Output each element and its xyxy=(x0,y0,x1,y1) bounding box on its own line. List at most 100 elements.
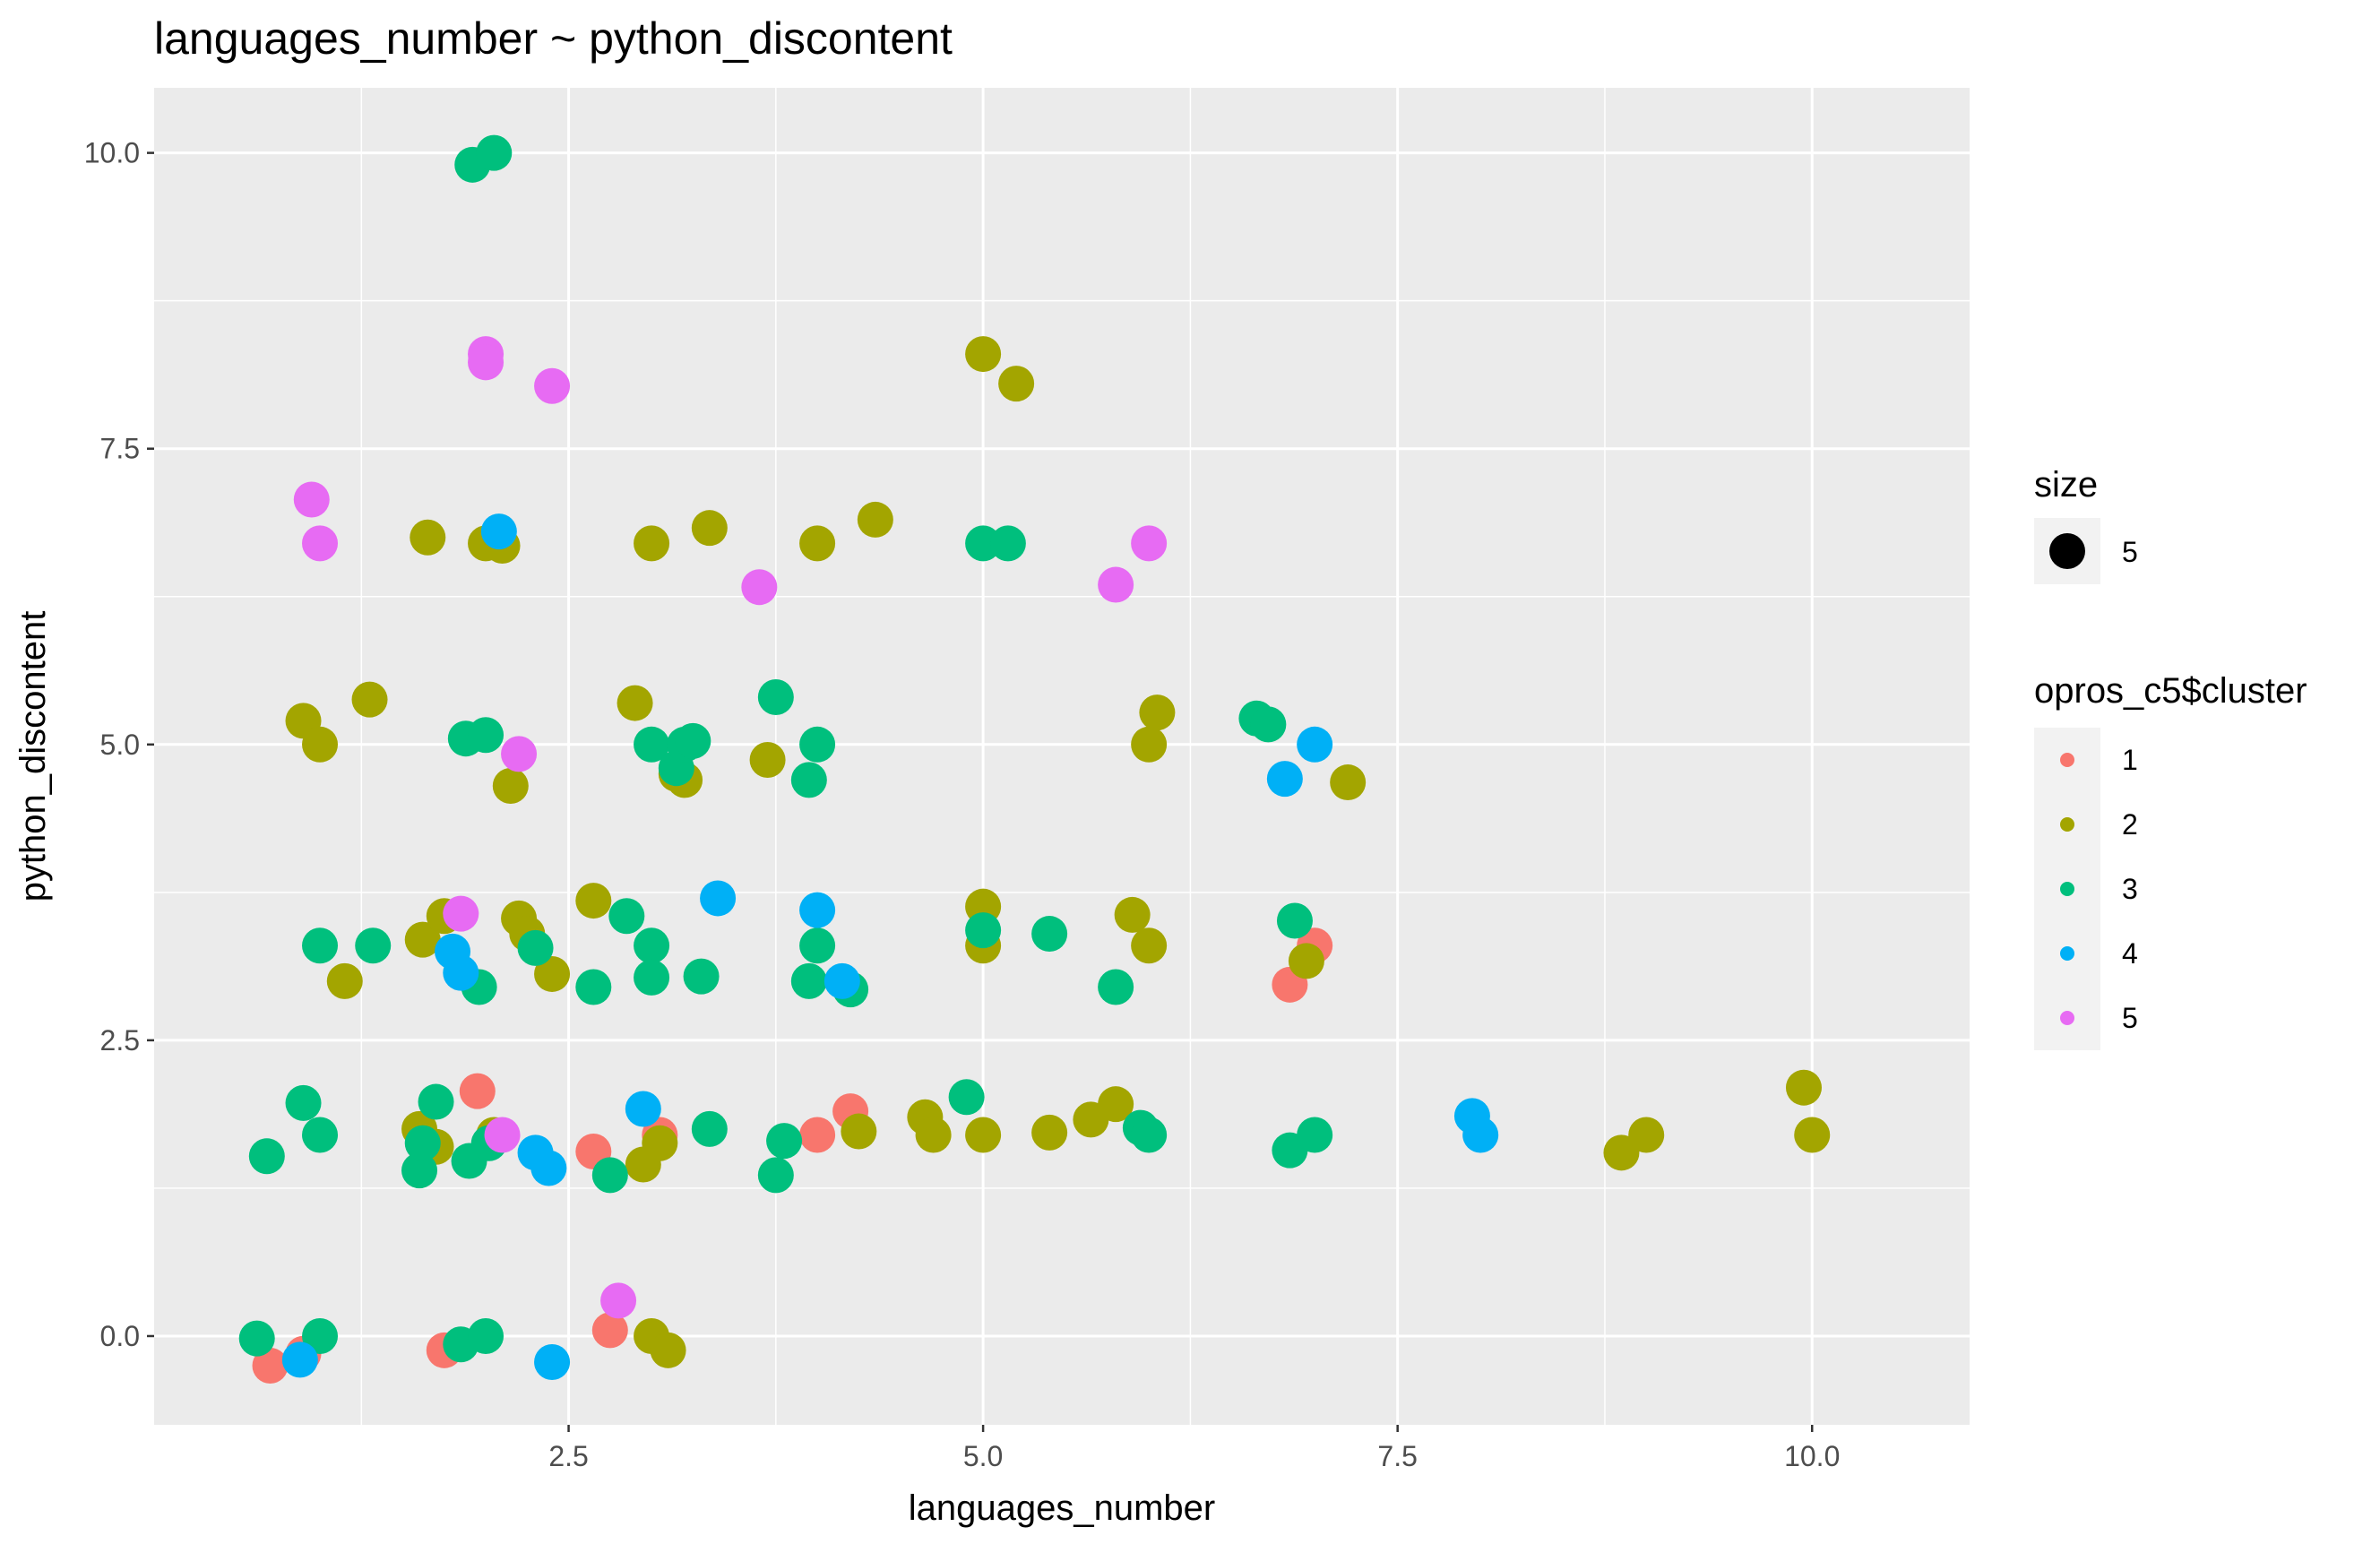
plot-panel xyxy=(154,88,1970,1425)
data-point xyxy=(989,525,1026,562)
data-point xyxy=(799,1117,836,1153)
color-legend-item-3: 3 xyxy=(2034,857,2138,921)
data-point xyxy=(252,1347,289,1384)
data-point xyxy=(468,1317,504,1354)
data-point xyxy=(948,1079,985,1116)
legend-swatch xyxy=(2060,882,2074,896)
data-point xyxy=(285,1084,322,1121)
x-axis: 2.5 5.0 7.5 10.0 xyxy=(548,1425,1840,1472)
data-point xyxy=(404,1125,441,1161)
data-point xyxy=(799,927,836,964)
data-point xyxy=(238,1320,275,1357)
data-point xyxy=(642,1125,678,1161)
data-point xyxy=(799,892,836,928)
data-point xyxy=(281,1341,318,1378)
data-point xyxy=(534,955,571,992)
data-point xyxy=(1603,1134,1640,1171)
data-point xyxy=(749,741,786,778)
cluster-4-points xyxy=(281,513,1499,1381)
data-point xyxy=(1276,902,1313,939)
data-point xyxy=(443,895,479,932)
data-point xyxy=(1098,566,1134,603)
chart-title: languages_number ~ python_discontent xyxy=(154,13,953,64)
data-point xyxy=(1288,943,1324,979)
legend-label: 4 xyxy=(2122,937,2138,970)
y-tick-label: 0.0 xyxy=(100,1320,140,1352)
data-point xyxy=(575,969,612,1005)
data-point xyxy=(998,366,1035,402)
data-point xyxy=(248,1138,285,1175)
data-point xyxy=(600,1282,637,1319)
data-point xyxy=(468,717,504,754)
data-point xyxy=(634,525,670,562)
color-legend-item-5: 5 xyxy=(2034,986,2138,1050)
data-point xyxy=(517,929,554,966)
x-tick-label: 5.0 xyxy=(963,1440,1003,1472)
data-point xyxy=(617,685,653,721)
legend-swatch xyxy=(2060,817,2074,832)
data-point xyxy=(484,1117,521,1153)
size-legend-dot xyxy=(2049,533,2085,569)
data-point xyxy=(1330,764,1367,801)
data-point xyxy=(741,569,778,606)
data-point xyxy=(302,525,339,562)
data-point xyxy=(683,958,720,995)
data-point xyxy=(1131,525,1168,562)
data-point xyxy=(799,726,836,763)
data-point xyxy=(459,1073,496,1109)
data-point xyxy=(1794,1117,1831,1153)
size-legend: size 5 xyxy=(2034,465,2138,584)
color-legend-items: 1 2 3 4 5 xyxy=(2034,728,2138,1050)
data-point xyxy=(1031,916,1068,953)
cluster-5-points xyxy=(293,336,1168,1319)
data-point xyxy=(480,513,517,550)
data-point xyxy=(401,1152,438,1189)
data-point xyxy=(501,736,538,772)
data-point xyxy=(841,1113,877,1150)
color-legend-item-2: 2 xyxy=(2034,792,2138,857)
color-legend-item-1: 1 xyxy=(2034,728,2138,792)
data-point xyxy=(691,510,728,547)
data-point xyxy=(1628,1117,1665,1153)
data-point xyxy=(1031,1114,1068,1151)
color-legend-item-4: 4 xyxy=(2034,921,2138,986)
data-point xyxy=(1462,1117,1499,1153)
data-point xyxy=(404,921,441,958)
data-point xyxy=(1250,706,1287,743)
data-point xyxy=(790,962,827,999)
x-tick-label: 7.5 xyxy=(1377,1440,1417,1472)
data-point xyxy=(591,1312,628,1349)
data-point xyxy=(591,1157,628,1194)
legend-label: 5 xyxy=(2122,1002,2138,1034)
color-legend-title: opros_c5$cluster xyxy=(2034,671,2307,711)
data-point xyxy=(1785,1069,1822,1106)
minor-gridlines xyxy=(154,88,1970,1425)
data-point xyxy=(965,1117,1002,1153)
data-point xyxy=(1114,896,1151,933)
data-point xyxy=(476,134,513,171)
data-point xyxy=(302,1317,339,1354)
legend-label: 2 xyxy=(2122,808,2138,841)
major-gridlines xyxy=(154,88,1970,1425)
data-point xyxy=(418,1083,454,1120)
data-point xyxy=(530,1150,567,1186)
data-point xyxy=(799,525,836,562)
data-point xyxy=(355,927,392,964)
data-point xyxy=(302,1117,339,1153)
legend-swatch xyxy=(2060,946,2074,961)
data-point xyxy=(757,1157,794,1194)
data-point xyxy=(575,883,612,919)
legend-swatch xyxy=(2060,753,2074,767)
data-point xyxy=(757,678,794,715)
legend-label: 3 xyxy=(2122,873,2138,905)
data-point xyxy=(608,898,645,935)
y-tick-label: 7.5 xyxy=(100,433,140,465)
data-point xyxy=(351,681,388,718)
data-point xyxy=(492,768,529,805)
data-point xyxy=(302,726,339,763)
data-point xyxy=(1139,694,1176,731)
data-point xyxy=(634,927,670,964)
data-point xyxy=(700,880,737,917)
